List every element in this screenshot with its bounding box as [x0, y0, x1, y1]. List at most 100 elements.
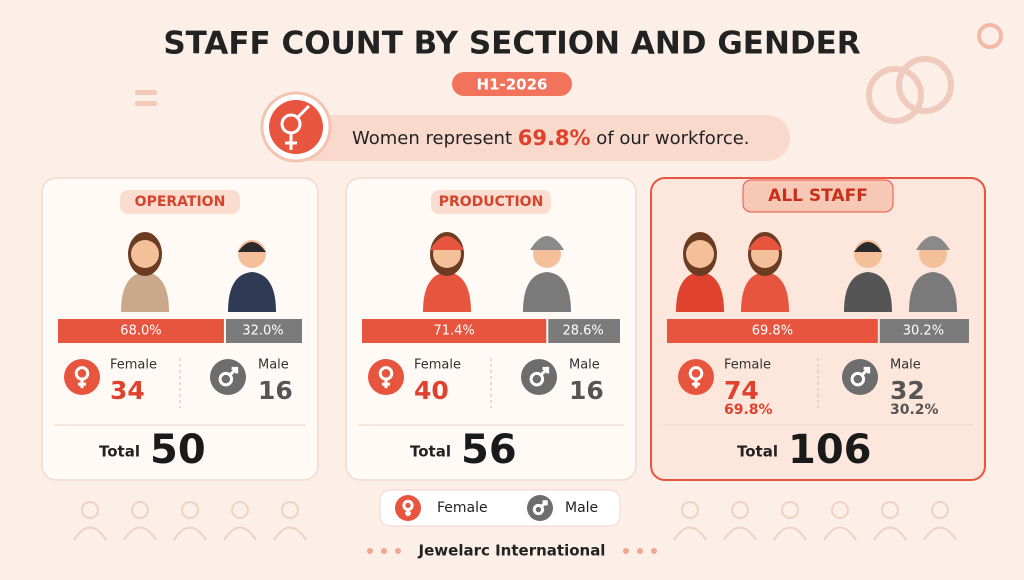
male-bar [225, 319, 302, 343]
person-helmet [430, 236, 464, 250]
person-body [844, 272, 892, 312]
male-symbol [850, 371, 866, 387]
legend-male: Male [565, 500, 598, 516]
title: STAFF COUNT BY SECTION AND GENDER [163, 26, 860, 62]
male-count: 16 [258, 376, 293, 405]
total-label: Total [99, 443, 140, 461]
section-name: PRODUCTION [439, 194, 544, 210]
section-pill [431, 190, 551, 214]
decor-figure [681, 501, 699, 519]
decor-figure [823, 526, 857, 541]
male-symbol [218, 371, 234, 387]
female-icon [395, 495, 421, 521]
female-bar [58, 319, 224, 343]
decor-figure [781, 501, 799, 519]
male-icon [521, 359, 557, 395]
legend [379, 489, 621, 527]
female-icon [368, 359, 404, 395]
decor [896, 56, 954, 114]
person-body [676, 272, 724, 312]
female-label: Female [724, 358, 771, 373]
person-body [121, 272, 169, 312]
decor-dot [381, 548, 387, 554]
decor-figure [881, 501, 899, 519]
legend-female: Female [437, 500, 488, 516]
decor-figure [923, 526, 957, 541]
footer: Jewelarc International [418, 542, 606, 560]
female-share: 69.8% [724, 402, 773, 418]
male-bar [879, 319, 969, 343]
headline-text: of our workforce. [591, 128, 750, 149]
female-pct: 71.4% [433, 324, 474, 339]
decor [135, 101, 157, 106]
male-pct: 30.2% [903, 324, 944, 339]
female-label: Female [110, 358, 157, 373]
gender-symbol [296, 104, 311, 119]
male-label: Male [890, 358, 921, 373]
decor-dot [623, 548, 629, 554]
headline-highlight: 69.8% [518, 126, 591, 150]
headline: Women represent 69.8% of our workforce. [352, 126, 750, 150]
section-name: OPERATION [135, 194, 226, 210]
female-icon [678, 359, 714, 395]
period: H1-2026 [477, 76, 548, 94]
decor-dot [637, 548, 643, 554]
male-pct: 28.6% [562, 324, 603, 339]
period-pill [452, 72, 572, 96]
female-symbol [74, 366, 90, 381]
decor [977, 23, 1003, 49]
section-pill [742, 179, 894, 213]
decor-dot [395, 548, 401, 554]
male-pct: 32.0% [242, 324, 283, 339]
female-symbol [688, 366, 704, 381]
male-bar [548, 319, 620, 343]
decor-figure [673, 526, 707, 541]
female-bar [667, 319, 878, 343]
female-count: 74 [724, 376, 759, 405]
headline-text: Women represent [352, 128, 518, 149]
person-body [228, 272, 276, 312]
male-symbol [231, 366, 239, 374]
total-count: 56 [461, 427, 517, 473]
decor-dot [367, 548, 373, 554]
total-count: 106 [788, 427, 872, 473]
decor [866, 66, 924, 124]
decor-figure [731, 501, 749, 519]
person-hair [854, 242, 882, 252]
decor-figure [773, 526, 807, 541]
male-icon [842, 359, 878, 395]
decor-figure [131, 501, 149, 519]
female-pct: 68.0% [120, 324, 161, 339]
total-count: 50 [150, 427, 206, 473]
male-share: 30.2% [890, 402, 939, 418]
section-name: ALL STAFF [768, 186, 868, 206]
decor-figure [281, 501, 299, 519]
female-count: 34 [110, 376, 145, 405]
person-helmet [916, 236, 950, 250]
decor-figure [273, 526, 307, 541]
male-symbol [542, 500, 548, 506]
male-symbol [863, 366, 871, 374]
decor-figure [831, 501, 849, 519]
decor-figure [873, 526, 907, 541]
decor-figure [81, 501, 99, 519]
decor-figure [181, 501, 199, 519]
decor-figure [73, 526, 107, 541]
female-label: Female [414, 358, 461, 373]
male-icon [527, 495, 553, 521]
person-body [909, 272, 957, 312]
person-head [131, 240, 159, 268]
headline-icon [269, 100, 323, 154]
female-symbol [378, 366, 394, 381]
decor-figure [173, 526, 207, 541]
person-hair [238, 242, 266, 252]
person-helmet [530, 236, 564, 250]
female-pct: 69.8% [752, 324, 793, 339]
male-count: 32 [890, 376, 925, 405]
decor-figure [123, 526, 157, 541]
male-icon [210, 359, 246, 395]
decor-figure [723, 526, 757, 541]
female-icon [64, 359, 100, 395]
total-label: Total [410, 443, 451, 461]
